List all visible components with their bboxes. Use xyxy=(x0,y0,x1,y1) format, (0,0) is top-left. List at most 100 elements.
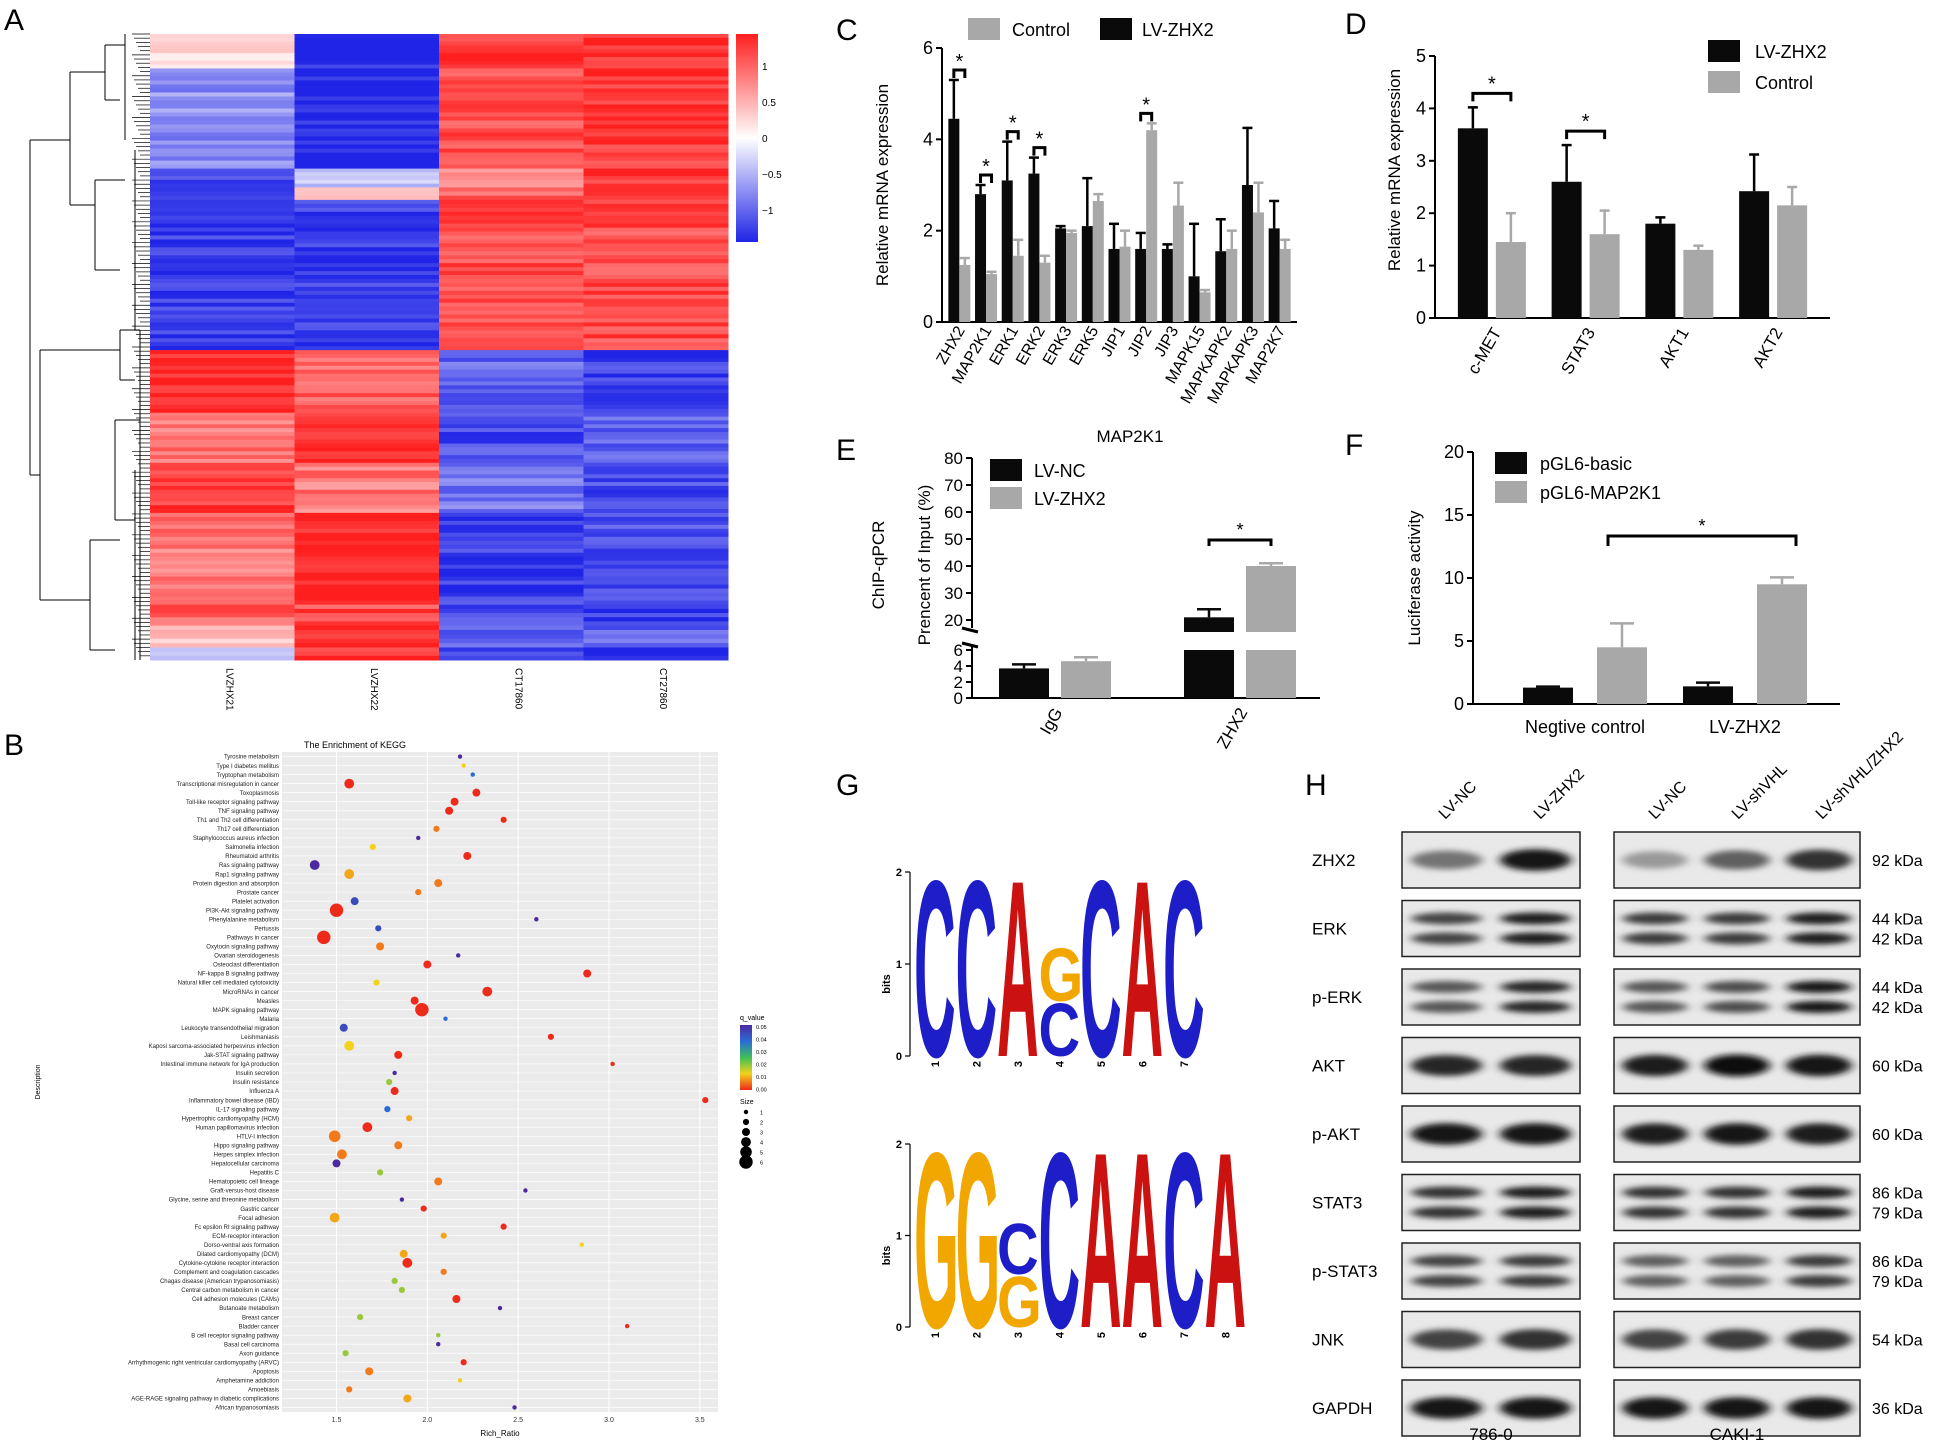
heatmap-cell xyxy=(439,608,584,614)
size-legend-point xyxy=(739,1155,753,1169)
significance-bracket xyxy=(979,173,994,183)
y-tick-label: 4 xyxy=(923,129,933,149)
heatmap-cell xyxy=(150,298,295,304)
heatmap-cell xyxy=(294,655,440,661)
heatmap-cell xyxy=(439,455,584,460)
heatmap-cell xyxy=(150,176,295,181)
blot-band xyxy=(1786,912,1852,925)
enrichment-point xyxy=(391,1277,398,1285)
term-label: Amphetamine addiction xyxy=(216,1379,279,1385)
significance-star: * xyxy=(955,51,963,73)
heatmap-cell xyxy=(583,439,729,445)
heatmap-cell xyxy=(583,263,729,268)
bar xyxy=(1226,248,1238,322)
enrichment-point xyxy=(624,1323,630,1329)
heatmap-cell xyxy=(294,191,440,197)
heatmap-cell xyxy=(583,361,729,367)
heatmap-cell xyxy=(150,381,295,386)
term-label: MAPK signaling pathway xyxy=(213,1008,279,1014)
term-label: HTLV-I infection xyxy=(237,1134,279,1140)
heatmap-cell xyxy=(439,520,584,526)
heatmap-cell xyxy=(294,211,440,217)
heatmap-cell xyxy=(294,116,440,122)
term-label: Gastric cancer xyxy=(240,1207,279,1213)
heatmap-cell xyxy=(439,68,584,73)
panel-letter-a: A xyxy=(4,4,24,37)
lane-label: LV-NC xyxy=(1436,778,1481,823)
heatmap-cell xyxy=(439,112,584,118)
heatmap-cell xyxy=(439,267,584,272)
heatmap-cell xyxy=(294,556,440,562)
blot-band xyxy=(1622,851,1688,869)
heatmap-cell xyxy=(583,552,729,558)
heatmap-cell xyxy=(294,330,440,335)
heatmap-cell xyxy=(150,84,295,89)
heatmap-cell xyxy=(150,231,295,236)
heatmap-cell xyxy=(150,68,295,73)
logo-position-label: 7 xyxy=(1179,1332,1191,1338)
blot-band xyxy=(1410,1275,1483,1287)
heatmap-cell xyxy=(583,132,729,138)
heatmap-cell xyxy=(439,431,584,437)
bar xyxy=(1252,212,1264,322)
heatmap-cell xyxy=(439,72,584,77)
heatmap-cell xyxy=(583,223,729,229)
heatmap-cell xyxy=(150,428,295,433)
heatmap-cell xyxy=(150,96,295,101)
heatmap-cell xyxy=(294,259,440,264)
heatmap-cell xyxy=(294,621,440,627)
heatmap-cell xyxy=(150,412,295,418)
heatmap-cell xyxy=(294,400,440,406)
heatmap-cell xyxy=(294,532,440,538)
enrichment-point xyxy=(702,1096,709,1104)
y-tick-label: 0 xyxy=(1416,308,1426,328)
heatmap-cell xyxy=(439,259,584,264)
term-label: Dilated cardiomyopathy (DCM) xyxy=(197,1252,279,1258)
heatmap-cell xyxy=(150,207,295,213)
heatmap-cell xyxy=(150,505,295,510)
enrichment-point xyxy=(350,897,359,906)
y-tick-label: 2 xyxy=(1416,203,1426,223)
heatmap-cell xyxy=(294,231,440,236)
blot-band xyxy=(1410,1397,1483,1419)
heatmap-cell xyxy=(150,393,295,398)
heatmap-cell xyxy=(294,389,440,394)
term-label: Prostate cancer xyxy=(237,890,279,896)
lane-label: LV-NC xyxy=(1646,778,1691,823)
heatmap-cell xyxy=(583,458,729,464)
legend-swatch xyxy=(1708,40,1740,62)
heatmap-cell xyxy=(583,528,729,534)
enrichment-point xyxy=(410,996,419,1005)
heatmap-cell xyxy=(439,613,584,618)
significance-star: * xyxy=(982,156,990,178)
logo-letter: C xyxy=(1039,1100,1081,1381)
heatmap-cell xyxy=(294,608,440,614)
heatmap-cell xyxy=(439,643,584,648)
heatmap-cell xyxy=(294,357,440,363)
heatmap-cell xyxy=(150,227,295,233)
blot-band xyxy=(1499,1397,1572,1419)
heatmap-cell xyxy=(294,478,440,483)
heatmap-cell xyxy=(294,482,440,487)
logo-letter: C xyxy=(956,827,998,1110)
heatmap-cell xyxy=(583,404,729,410)
heatmap-cell xyxy=(583,584,729,590)
heatmap-cell xyxy=(583,462,729,468)
heatmap-cell xyxy=(294,572,440,578)
logo-letter: G xyxy=(997,1262,1042,1343)
blot-band xyxy=(1499,1329,1572,1350)
enrichment-point xyxy=(497,1305,503,1311)
heatmap-cell xyxy=(439,124,584,130)
size-legend-point xyxy=(741,1137,751,1147)
blot-membrane xyxy=(1401,899,1581,958)
heatmap-cell xyxy=(294,501,440,506)
bar xyxy=(1199,292,1211,322)
heatmap-cell xyxy=(294,195,440,201)
y-axis-label: Description xyxy=(35,1064,42,1099)
logo-position-label: 2 xyxy=(971,1332,983,1338)
y-axis-label: Prencent of Input (%) xyxy=(915,485,934,646)
heatmap-cell xyxy=(150,199,295,205)
heatmap-cell xyxy=(583,243,729,248)
heatmap-cell xyxy=(294,600,440,606)
dendrogram-branch xyxy=(39,349,120,601)
